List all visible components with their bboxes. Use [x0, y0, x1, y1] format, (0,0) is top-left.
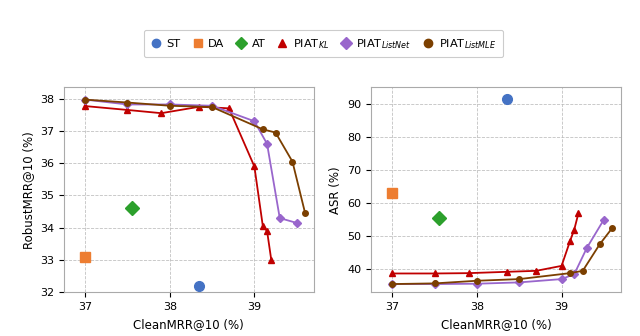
Legend: ST, DA, AT, PIAT$_{KL}$, PIAT$_{ListNet}$, PIAT$_{ListMLE}$: ST, DA, AT, PIAT$_{KL}$, PIAT$_{ListNet}… [143, 30, 503, 57]
Y-axis label: ASR (%): ASR (%) [329, 166, 342, 214]
X-axis label: CleanMRR@10 (%): CleanMRR@10 (%) [133, 318, 244, 331]
X-axis label: CleanMRR@10 (%): CleanMRR@10 (%) [440, 318, 552, 331]
Y-axis label: RobustMRR@10 (%): RobustMRR@10 (%) [22, 131, 35, 249]
